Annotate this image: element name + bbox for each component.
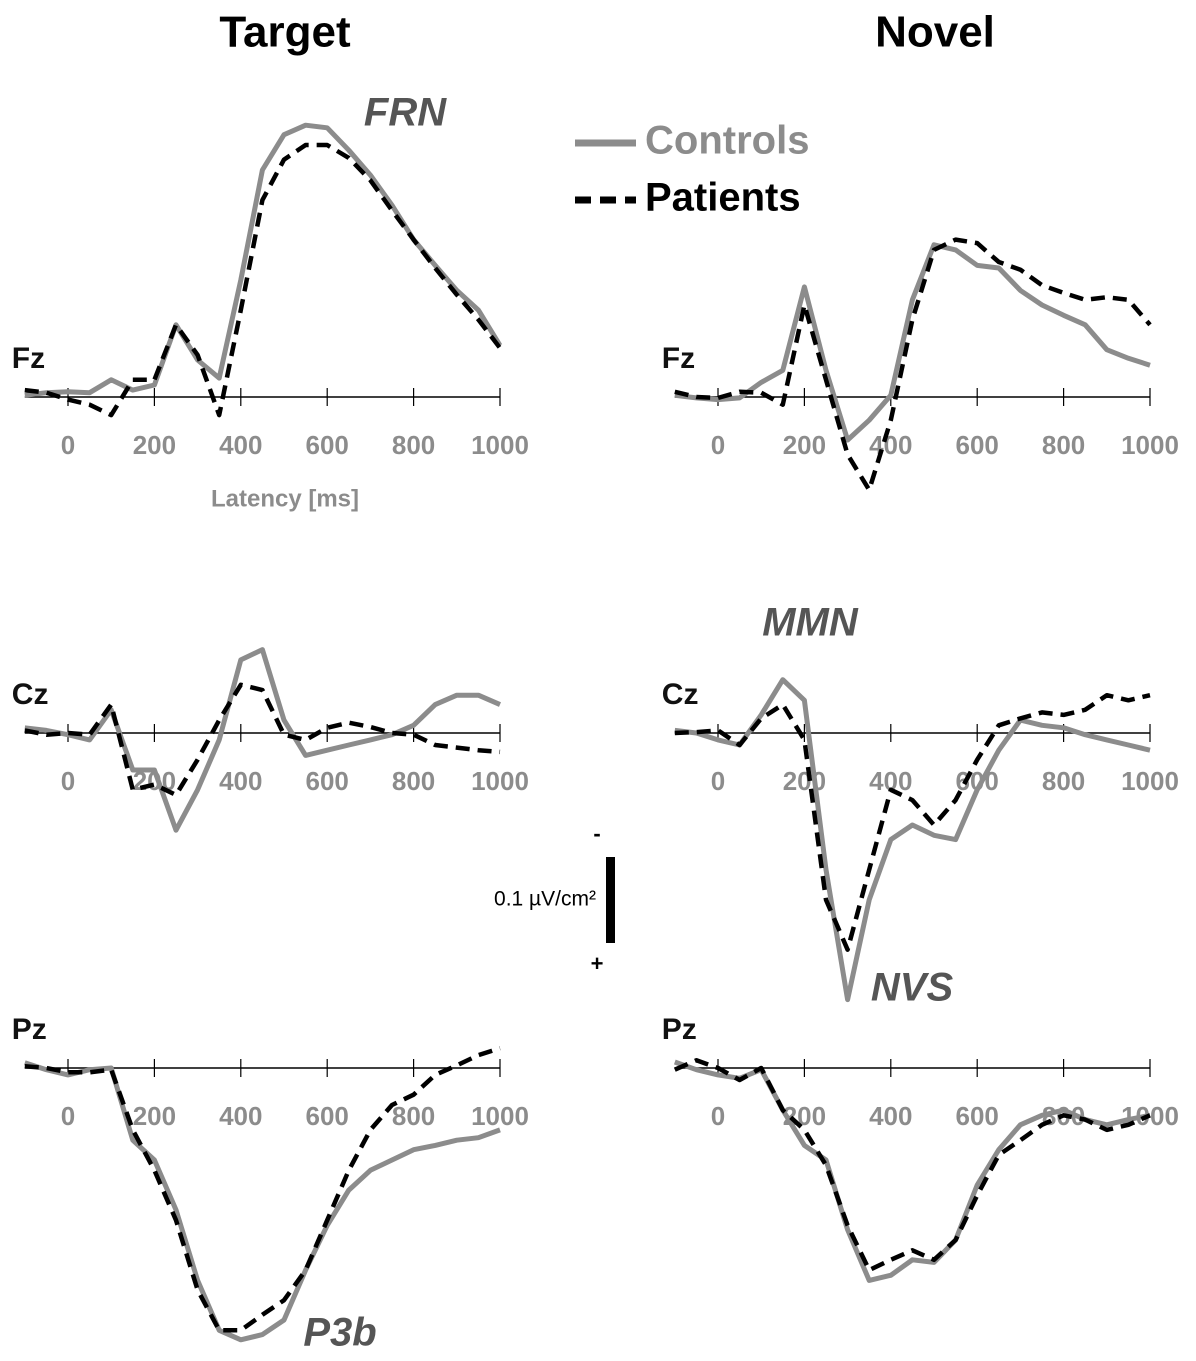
series-line bbox=[24, 1046, 501, 1333]
legend-label: Controls bbox=[645, 119, 809, 163]
annotation: FRN bbox=[364, 91, 447, 135]
x-tick-label: 200 bbox=[133, 430, 176, 460]
scale-bar bbox=[606, 857, 615, 943]
x-tick-label: 600 bbox=[306, 430, 349, 460]
x-tick-label: 800 bbox=[392, 430, 435, 460]
x-tick-label: 600 bbox=[956, 1101, 999, 1131]
legend-label: Patients bbox=[645, 176, 801, 220]
x-tick-label: 400 bbox=[869, 1101, 912, 1131]
column-title: Novel bbox=[875, 8, 995, 57]
x-tick-label: 600 bbox=[306, 1101, 349, 1131]
column-title: Target bbox=[219, 8, 351, 57]
channel-label: Pz bbox=[662, 1013, 697, 1046]
x-tick-label: 1000 bbox=[1121, 766, 1179, 796]
x-tick-label: 0 bbox=[711, 430, 725, 460]
x-tick-label: 200 bbox=[133, 1101, 176, 1131]
series-line bbox=[24, 142, 502, 418]
channel-label: Cz bbox=[12, 678, 49, 711]
series-line bbox=[24, 1060, 501, 1343]
series-line bbox=[24, 647, 501, 833]
x-tick-label: 0 bbox=[61, 430, 75, 460]
scale-sign: + bbox=[591, 951, 604, 976]
series-line bbox=[674, 237, 1152, 493]
x-tick-label: 800 bbox=[1042, 766, 1085, 796]
x-tick-label: 600 bbox=[306, 766, 349, 796]
channel-label: Fz bbox=[662, 342, 695, 375]
scale-label: 0.1 µV/cm² bbox=[494, 888, 596, 911]
x-tick-label: 400 bbox=[219, 430, 262, 460]
x-tick-label: 600 bbox=[956, 430, 999, 460]
x-tick-label: 800 bbox=[392, 1101, 435, 1131]
series-line bbox=[673, 1059, 1151, 1283]
annotation: NVS bbox=[871, 966, 954, 1010]
annotation: P3b bbox=[303, 1311, 376, 1355]
x-tick-label: 400 bbox=[219, 1101, 262, 1131]
series-line bbox=[674, 242, 1151, 443]
x-tick-label: 800 bbox=[392, 766, 435, 796]
annotation: MMN bbox=[762, 601, 859, 645]
series-line bbox=[673, 1058, 1151, 1273]
x-tick-label: 1000 bbox=[471, 766, 529, 796]
x-tick-label: 200 bbox=[783, 430, 826, 460]
channel-label: Pz bbox=[12, 1013, 47, 1046]
x-tick-label: 1000 bbox=[471, 1101, 529, 1131]
x-tick-label: 0 bbox=[61, 1101, 75, 1131]
x-tick-label: 1000 bbox=[471, 430, 529, 460]
x-tick-label: 0 bbox=[711, 1101, 725, 1131]
x-tick-label: 400 bbox=[219, 766, 262, 796]
channel-label: Cz bbox=[662, 678, 699, 711]
x-tick-label: 400 bbox=[869, 430, 912, 460]
x-tick-label: 800 bbox=[1042, 430, 1085, 460]
x-tick-label: 0 bbox=[61, 766, 75, 796]
series-line bbox=[24, 682, 501, 798]
scale-sign: - bbox=[593, 821, 600, 846]
x-axis-label: Latency [ms] bbox=[211, 485, 359, 512]
x-tick-label: 1000 bbox=[1121, 430, 1179, 460]
channel-label: Fz bbox=[12, 342, 45, 375]
series-line bbox=[24, 122, 503, 398]
x-tick-label: 200 bbox=[783, 766, 826, 796]
series-line bbox=[674, 692, 1151, 952]
series-line bbox=[674, 677, 1151, 1003]
x-tick-label: 0 bbox=[711, 766, 725, 796]
